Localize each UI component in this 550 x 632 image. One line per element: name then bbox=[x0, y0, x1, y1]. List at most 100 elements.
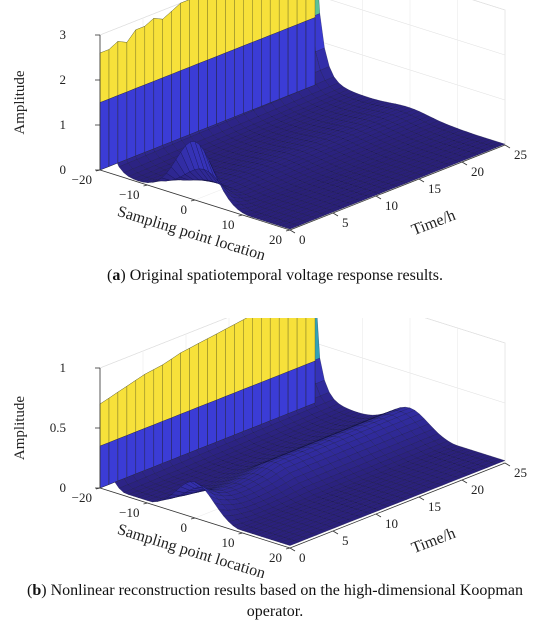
z-gridline bbox=[99, 318, 506, 369]
edge-wall-base-patch bbox=[171, 70, 181, 142]
x-tick-label: −20 bbox=[72, 172, 92, 187]
x-tick bbox=[190, 199, 196, 202]
surface-chart-b: −20 −10 0 10 20 0 5 10 15 20 25 0 0.5 1 Amplitude Sampl… bbox=[0, 318, 550, 578]
y-tick-label: 25 bbox=[514, 147, 527, 162]
y-tick-label: 5 bbox=[342, 533, 349, 548]
edge-wall-base-patch bbox=[198, 403, 208, 450]
edge-wall-base-patch bbox=[296, 364, 307, 411]
x-tick bbox=[238, 532, 243, 535]
z-tick-label: 0.5 bbox=[50, 420, 66, 435]
z-tick-label: 3 bbox=[60, 27, 67, 42]
x-tick-label: −20 bbox=[72, 490, 92, 505]
edge-wall-base-patch bbox=[108, 438, 119, 485]
y-tick bbox=[418, 178, 425, 183]
y-tick-label: 0 bbox=[299, 550, 306, 565]
y-tick-label: 10 bbox=[385, 198, 398, 213]
x-tick-label: −10 bbox=[119, 187, 139, 202]
y-tick-label: 10 bbox=[385, 516, 398, 531]
y-axis-line bbox=[289, 144, 506, 231]
z-tick-label: 2 bbox=[60, 72, 67, 87]
edge-wall-base-patch bbox=[207, 399, 217, 446]
y-tick bbox=[504, 462, 511, 467]
edge-wall-base-patch bbox=[216, 52, 226, 125]
edge-wall-base-patch bbox=[126, 88, 137, 160]
y-tick bbox=[461, 479, 468, 484]
y-tick bbox=[504, 144, 511, 149]
y-tick-label: 15 bbox=[428, 499, 441, 514]
x-tick-label: 10 bbox=[222, 535, 235, 550]
edge-wall-base-patch bbox=[252, 382, 262, 429]
caption-a-letter: a bbox=[112, 267, 121, 284]
edge-wall-base-patch bbox=[243, 385, 253, 432]
edge-wall-base-patch bbox=[225, 49, 235, 121]
y-tick bbox=[375, 195, 382, 200]
edge-wall-base-patch bbox=[270, 31, 280, 103]
edge-wall-base-patch bbox=[144, 424, 155, 471]
caption-b: (b) Nonlinear reconstruction results bas… bbox=[27, 582, 523, 620]
edge-wall-base-patch bbox=[99, 98, 110, 171]
caption-b-text: ) Nonlinear reconstruction results based… bbox=[41, 582, 523, 620]
z-tick-label: 1 bbox=[60, 360, 67, 375]
edge-wall-base-patch bbox=[261, 34, 271, 107]
edge-wall-base-patch bbox=[189, 406, 199, 453]
y-tick bbox=[289, 547, 296, 552]
edge-wall-base-patch bbox=[180, 410, 190, 457]
surface-a bbox=[99, 0, 506, 230]
x-tick bbox=[190, 517, 196, 520]
edge-wall-base-patch bbox=[153, 420, 163, 468]
y-axis-label: Time/h bbox=[409, 207, 458, 239]
edge-wall-base-patch bbox=[234, 45, 244, 118]
x-tick bbox=[143, 184, 148, 187]
edge-wall-base-patch bbox=[135, 84, 146, 157]
edge-wall-base-patch bbox=[198, 59, 208, 132]
edge-wall-base-patch bbox=[189, 63, 199, 135]
edge-wall-base-patch bbox=[126, 431, 137, 478]
edge-wall-base-patch bbox=[162, 417, 172, 464]
z-axis-label: Amplitude bbox=[12, 396, 28, 461]
edge-wall-base-patch bbox=[234, 389, 244, 436]
x-tick-label: 0 bbox=[181, 520, 188, 535]
y-axis-label: Time/h bbox=[409, 525, 458, 557]
y-tick bbox=[418, 496, 425, 501]
x-tick bbox=[285, 229, 291, 232]
edge-wall-base-patch bbox=[207, 56, 217, 128]
y-tick bbox=[332, 212, 339, 217]
edge-wall-base-patch bbox=[287, 367, 298, 414]
edge-wall-base-patch bbox=[108, 95, 119, 167]
edge-wall-base-patch bbox=[225, 392, 235, 439]
edge-wall-base-patch bbox=[279, 27, 289, 100]
z-gridline bbox=[99, 0, 506, 36]
x-tick bbox=[238, 214, 243, 217]
edge-wall-base-patch bbox=[279, 371, 289, 418]
edge-wall-base-patch bbox=[305, 17, 316, 89]
edge-wall-base-patch bbox=[252, 38, 262, 111]
z-tick-label: 0 bbox=[60, 480, 67, 495]
edge-wall-base-patch bbox=[180, 66, 190, 139]
x-tick-label: 0 bbox=[181, 202, 188, 217]
x-tick bbox=[285, 547, 291, 550]
edge-wall-base-patch bbox=[296, 20, 307, 93]
caption-a: (a) Original spatiotemporal voltage resp… bbox=[107, 267, 443, 284]
z-axis-label: Amplitude bbox=[12, 70, 28, 135]
y-tick-label: 15 bbox=[428, 181, 441, 196]
y-tick-label: 5 bbox=[342, 215, 349, 230]
surface-patch bbox=[284, 540, 300, 546]
caption-a-text: ) Original spatiotemporal voltage respon… bbox=[120, 267, 443, 284]
y-tick-label: 20 bbox=[471, 164, 484, 179]
edge-wall-base-patch bbox=[135, 428, 146, 475]
y-tick-label: 0 bbox=[299, 232, 306, 247]
y-tick bbox=[332, 530, 339, 535]
x-tick-label: 20 bbox=[269, 550, 282, 565]
edge-wall-base-patch bbox=[117, 91, 128, 164]
y-tick bbox=[461, 161, 468, 166]
x-tick-label: 10 bbox=[222, 217, 235, 232]
x-tick bbox=[143, 502, 148, 505]
y-tick bbox=[289, 229, 296, 234]
edge-wall-base-patch bbox=[117, 435, 128, 482]
y-tick bbox=[375, 513, 382, 518]
z-tick-label: 1 bbox=[60, 117, 67, 132]
surface-b bbox=[99, 318, 506, 546]
x-tick-label: −10 bbox=[119, 505, 139, 520]
